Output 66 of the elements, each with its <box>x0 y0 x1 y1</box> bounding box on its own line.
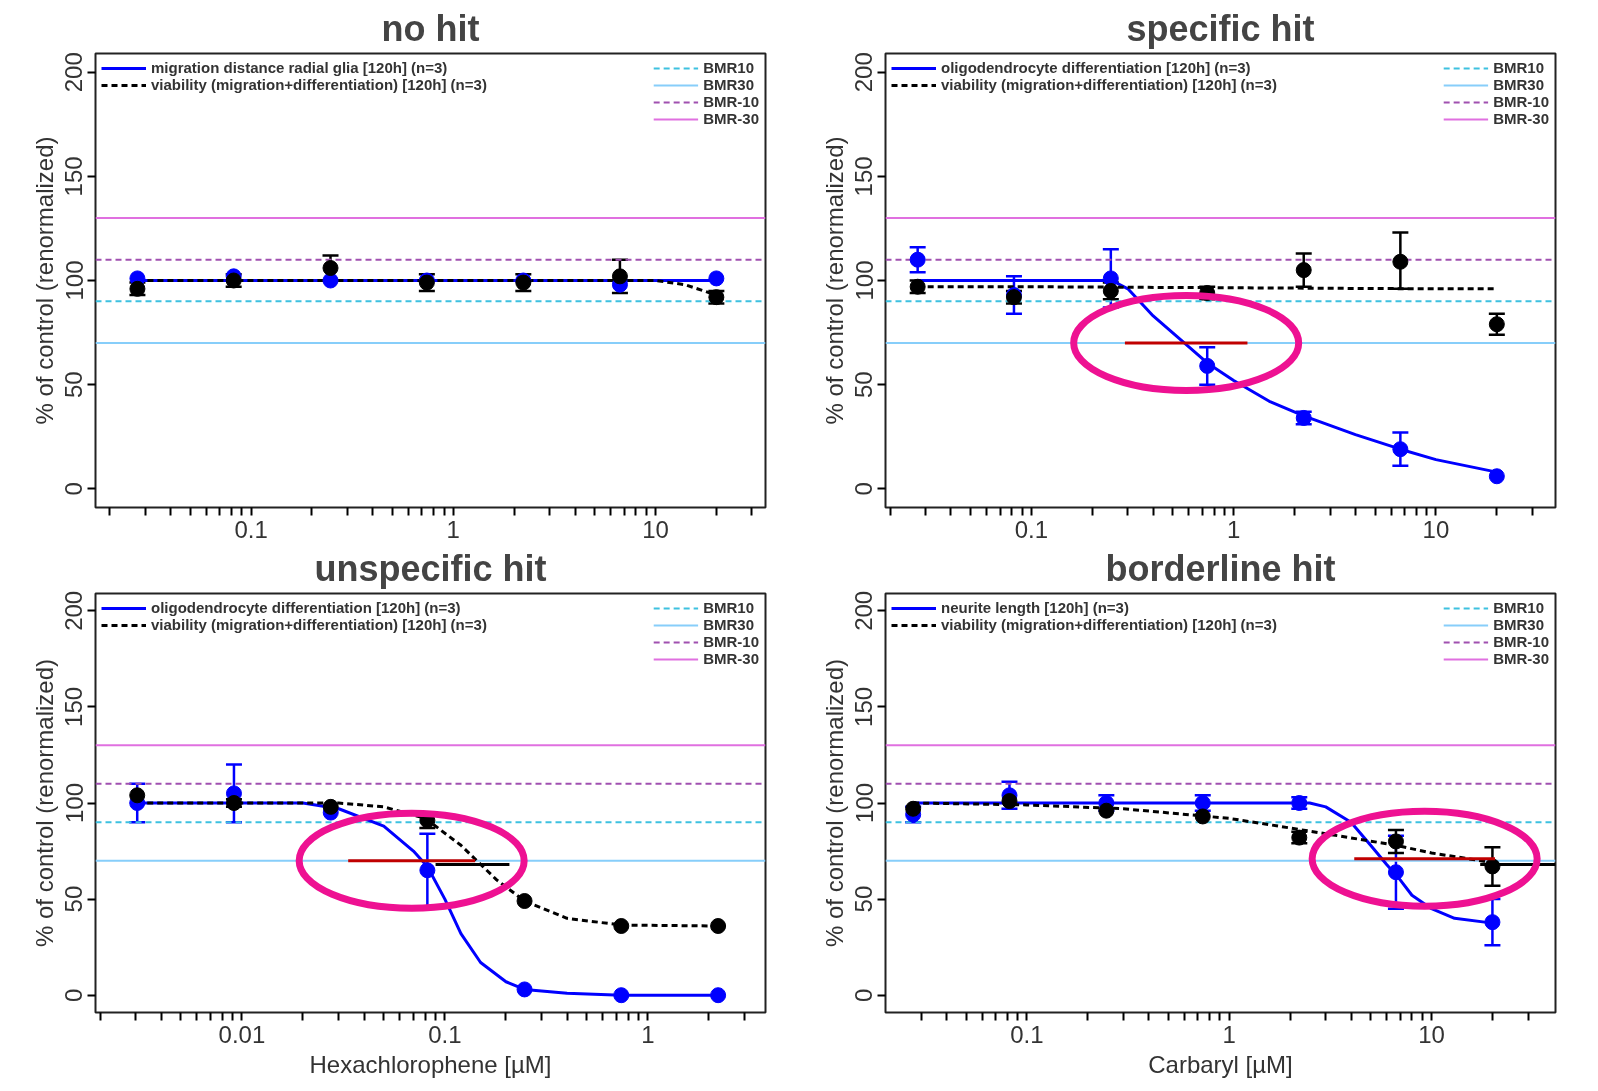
y-tick-label: 150 <box>60 156 88 197</box>
y-tick-label: 100 <box>850 260 878 301</box>
chart-title: specific hit <box>1126 7 1315 49</box>
legend-label: oligodendrocyte differentiation [120h] (n=3) <box>151 599 461 616</box>
legend-label: oligodendrocyte differentiation [120h] (n=3) <box>941 59 1251 76</box>
legend-label: BMR10 <box>1493 599 1545 616</box>
legend-label: neurite length [120h] (n=3) <box>941 599 1129 616</box>
legend-label: BMR-30 <box>1493 650 1549 667</box>
y-axis-title: % of control (renormalized) <box>30 658 58 948</box>
legend-label: BMR-30 <box>703 110 759 127</box>
y-tick-label: 200 <box>60 52 88 93</box>
x-tick-label: 10 <box>1422 515 1450 543</box>
x-tick-label: 0.1 <box>1010 1020 1044 1048</box>
y-tick-label: 200 <box>60 590 88 631</box>
x-tick-label: 0.1 <box>428 1020 462 1048</box>
legend-label: BMR10 <box>1493 59 1545 76</box>
y-tick-label: 200 <box>850 52 878 93</box>
x-axis-title: Hexachlorophene [µM] <box>309 1050 552 1078</box>
legend-label: viability (migration+differentiation) [120h] (n=3) <box>941 76 1277 93</box>
legend-label: BMR-10 <box>1493 93 1549 110</box>
chart-title: no hit <box>381 7 480 49</box>
legend-label: BMR-10 <box>703 633 759 650</box>
legend-label: viability (migration+differentiation) [120h] (n=3) <box>941 616 1277 633</box>
legend-label: BMR30 <box>703 616 755 633</box>
y-tick-label: 150 <box>60 686 88 727</box>
x-tick-label: 0.01 <box>218 1020 266 1048</box>
chart-title: unspecific hit <box>314 547 547 589</box>
y-axis-title: % of control (renormalized) <box>820 658 848 948</box>
chart-title: borderline hit <box>1105 547 1336 589</box>
x-tick-label: 0.1 <box>234 515 268 543</box>
y-tick-label: 150 <box>850 686 878 727</box>
x-tick-label: 1 <box>1226 515 1241 543</box>
x-tick-label: 1 <box>641 1020 655 1048</box>
legend-label: BMR10 <box>703 599 755 616</box>
legend-label: migration distance radial glia [120h] (n=3) <box>151 59 448 76</box>
legend-label: viability (migration+differentiation) [120h] (n=3) <box>151 616 487 633</box>
x-tick-label: 10 <box>1418 1020 1445 1048</box>
y-tick-label: 100 <box>850 782 878 824</box>
y-tick-label: 0 <box>60 988 88 1002</box>
y-axis-title: % of control (renormalized) <box>30 136 58 425</box>
y-tick-label: 100 <box>60 260 88 301</box>
y-tick-label: 50 <box>850 371 878 398</box>
x-tick-label: 10 <box>642 515 669 543</box>
y-tick-label: 50 <box>60 371 88 398</box>
y-tick-label: 0 <box>60 482 88 496</box>
y-tick-label: 50 <box>850 885 878 913</box>
x-tick-label: 1 <box>1222 1020 1236 1048</box>
legend-label: BMR30 <box>1493 616 1545 633</box>
legend-label: viability (migration+differentiation) [120h] (n=3) <box>151 76 487 93</box>
legend-label: BMR-30 <box>1493 110 1549 127</box>
legend-label: BMR10 <box>703 59 755 76</box>
legend-label: BMR30 <box>703 76 755 93</box>
x-tick-label: 0.1 <box>1014 515 1049 543</box>
y-tick-label: 150 <box>850 156 878 197</box>
y-tick-label: 200 <box>850 590 878 631</box>
y-tick-label: 50 <box>60 885 88 913</box>
y-tick-label: 0 <box>850 482 878 496</box>
legend-label: BMR30 <box>1493 76 1545 93</box>
y-axis-title: % of control (renormalized) <box>820 136 848 425</box>
y-tick-label: 0 <box>850 988 878 1002</box>
legend-label: BMR-30 <box>703 650 759 667</box>
x-axis-title: Carbaryl [µM] <box>1148 1050 1293 1078</box>
legend-label: BMR-10 <box>703 93 759 110</box>
y-tick-label: 100 <box>60 782 88 824</box>
x-tick-label: 1 <box>446 515 460 543</box>
legend-label: BMR-10 <box>1493 633 1549 650</box>
